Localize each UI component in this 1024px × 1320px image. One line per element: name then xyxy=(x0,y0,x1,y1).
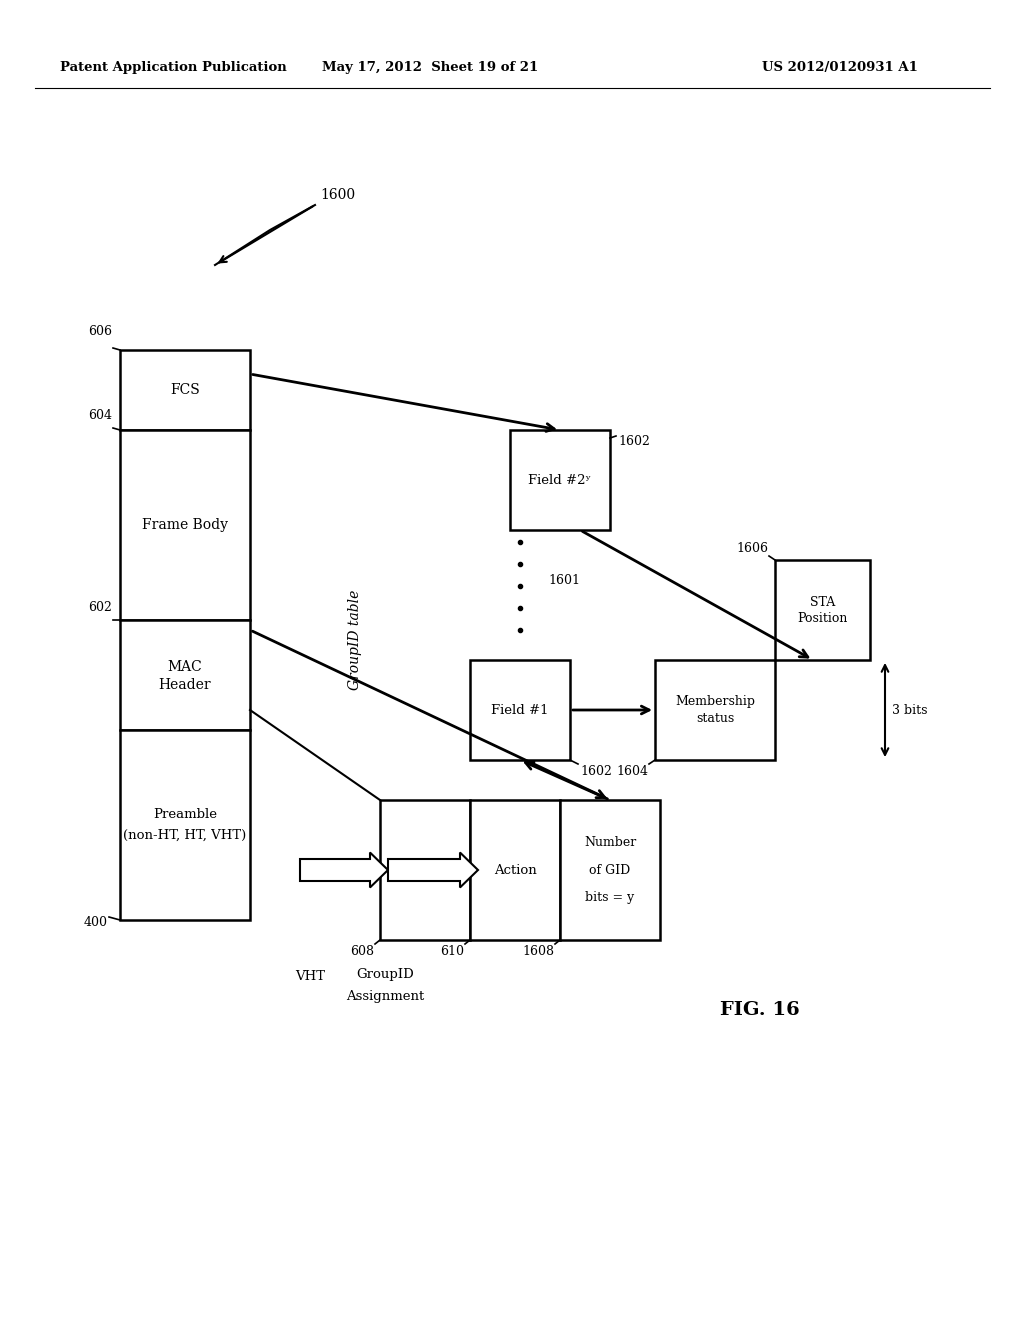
Text: MAC: MAC xyxy=(168,660,203,675)
Text: 1602: 1602 xyxy=(618,436,650,447)
Text: 3 bits: 3 bits xyxy=(892,704,928,717)
Text: Assignment: Assignment xyxy=(346,990,424,1003)
Text: FCS: FCS xyxy=(170,383,200,397)
Text: US 2012/0120931 A1: US 2012/0120931 A1 xyxy=(762,62,918,74)
Text: Action: Action xyxy=(494,863,537,876)
Bar xyxy=(560,800,660,940)
Text: of GID: of GID xyxy=(590,863,631,876)
Text: May 17, 2012  Sheet 19 of 21: May 17, 2012 Sheet 19 of 21 xyxy=(322,62,539,74)
Text: 1604: 1604 xyxy=(616,766,648,777)
Text: Field #1: Field #1 xyxy=(492,704,549,717)
Bar xyxy=(120,620,250,730)
Text: 1600: 1600 xyxy=(319,187,355,202)
Text: Header: Header xyxy=(159,678,211,692)
Text: FIG. 16: FIG. 16 xyxy=(720,1001,800,1019)
Text: 602: 602 xyxy=(88,601,112,614)
FancyArrow shape xyxy=(300,853,388,887)
Text: 1602: 1602 xyxy=(580,766,612,777)
Text: 1601: 1601 xyxy=(548,573,580,586)
Text: 604: 604 xyxy=(88,409,112,422)
Text: status: status xyxy=(696,713,734,726)
Bar xyxy=(775,560,870,660)
Bar xyxy=(380,800,470,940)
Text: Number: Number xyxy=(584,836,636,849)
Text: 610: 610 xyxy=(440,945,464,958)
Text: Membership: Membership xyxy=(675,696,755,709)
Text: (non-HT, HT, VHT): (non-HT, HT, VHT) xyxy=(123,829,247,842)
Text: 1606: 1606 xyxy=(736,543,768,554)
Text: STA: STA xyxy=(810,595,836,609)
Text: Category: Category xyxy=(394,863,456,876)
Text: Preamble: Preamble xyxy=(153,808,217,821)
Bar xyxy=(470,800,560,940)
Bar xyxy=(655,660,775,760)
Bar xyxy=(120,730,250,920)
Text: Frame Body: Frame Body xyxy=(142,517,228,532)
Text: bits = y: bits = y xyxy=(586,891,635,904)
Text: 1608: 1608 xyxy=(522,945,554,958)
Bar xyxy=(120,350,250,430)
Text: 608: 608 xyxy=(350,945,374,958)
Text: GroupID: GroupID xyxy=(356,968,414,981)
Text: Field #2ʸ: Field #2ʸ xyxy=(528,474,592,487)
Bar xyxy=(470,660,570,760)
Text: GroupID table: GroupID table xyxy=(348,590,362,690)
Text: 606: 606 xyxy=(88,325,112,338)
Text: Patent Application Publication: Patent Application Publication xyxy=(60,62,287,74)
FancyArrow shape xyxy=(388,853,478,887)
Text: VHT: VHT xyxy=(295,970,325,983)
Bar xyxy=(120,430,250,620)
Text: Position: Position xyxy=(798,612,848,626)
Text: 400: 400 xyxy=(84,916,108,929)
Bar xyxy=(510,430,610,531)
